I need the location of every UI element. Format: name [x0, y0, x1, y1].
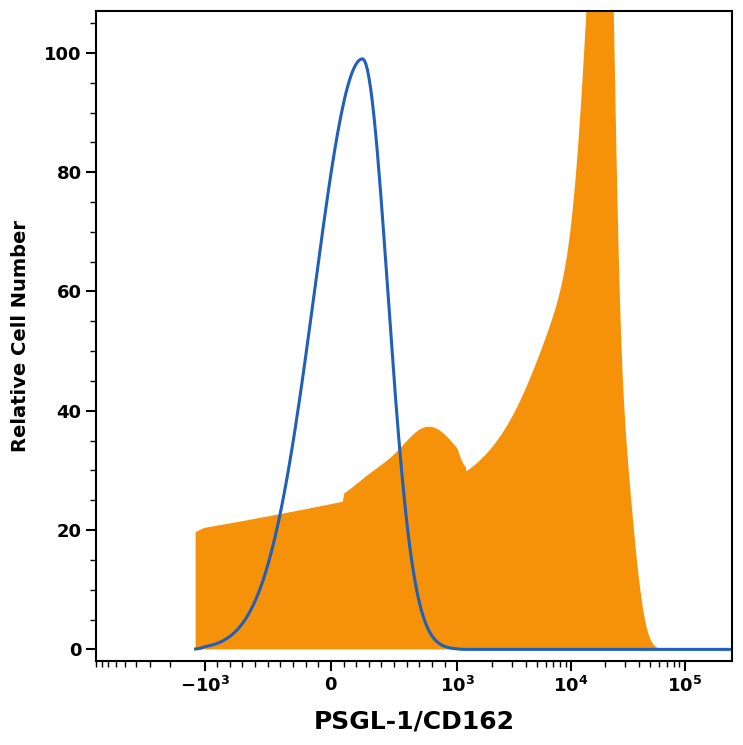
X-axis label: PSGL-1/CD162: PSGL-1/CD162	[314, 710, 514, 734]
Y-axis label: Relative Cell Number: Relative Cell Number	[11, 221, 30, 452]
